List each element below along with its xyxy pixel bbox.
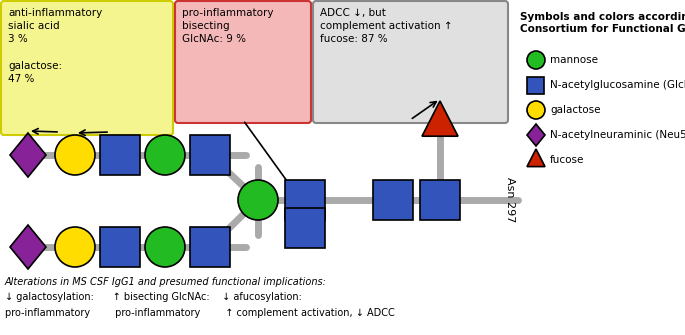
- Bar: [285, 180, 325, 220]
- Text: N-acetylneuraminic (Neu5Ac, a sialic acid): N-acetylneuraminic (Neu5Ac, a sialic aci…: [550, 130, 685, 140]
- Text: Asn 297: Asn 297: [505, 177, 515, 223]
- Circle shape: [238, 180, 278, 220]
- Circle shape: [55, 227, 95, 267]
- Text: Alterations in MS CSF IgG1 and presumed functional implications:: Alterations in MS CSF IgG1 and presumed …: [5, 277, 327, 287]
- Circle shape: [145, 227, 185, 267]
- Text: pro-inflammatory
bisecting
GlcNAc: 9 %: pro-inflammatory bisecting GlcNAc: 9 %: [182, 8, 273, 45]
- Text: ↓ galactosylation:      ↑ bisecting GlcNAc:    ↓ afucosylation:: ↓ galactosylation: ↑ bisecting GlcNAc: ↓…: [5, 292, 302, 302]
- FancyBboxPatch shape: [313, 1, 508, 123]
- Circle shape: [55, 135, 95, 175]
- Text: anti-inflammatory
sialic acid
3 %

galactose:
47 %: anti-inflammatory sialic acid 3 % galact…: [8, 8, 102, 84]
- Text: ADCC ↓, but
complement activation ↑
fucose: 87 %: ADCC ↓, but complement activation ↑ fuco…: [320, 8, 453, 45]
- Bar: [527, 76, 545, 93]
- Text: pro-inflammatory        pro-inflammatory        ↑ complement activation, ↓ ADCC: pro-inflammatory pro-inflammatory ↑ comp…: [5, 308, 395, 318]
- Bar: [420, 180, 460, 220]
- Text: Symbols and colors according to the
Consortium for Functional Glycomics:: Symbols and colors according to the Cons…: [520, 12, 685, 34]
- Text: galactose: galactose: [550, 105, 601, 115]
- FancyBboxPatch shape: [1, 1, 173, 135]
- Bar: [285, 208, 325, 248]
- Text: fucose: fucose: [550, 155, 584, 165]
- Polygon shape: [10, 225, 46, 269]
- Bar: [373, 180, 413, 220]
- Polygon shape: [10, 133, 46, 177]
- Bar: [100, 227, 140, 267]
- Polygon shape: [422, 101, 458, 136]
- Circle shape: [527, 101, 545, 119]
- Bar: [190, 227, 230, 267]
- Text: N-acetylglucosamine (GlcNAc): N-acetylglucosamine (GlcNAc): [550, 80, 685, 90]
- Bar: [100, 135, 140, 175]
- Polygon shape: [527, 149, 545, 166]
- FancyBboxPatch shape: [175, 1, 311, 123]
- Polygon shape: [527, 124, 545, 146]
- Bar: [190, 135, 230, 175]
- Circle shape: [527, 51, 545, 69]
- Text: mannose: mannose: [550, 55, 598, 65]
- Circle shape: [145, 135, 185, 175]
